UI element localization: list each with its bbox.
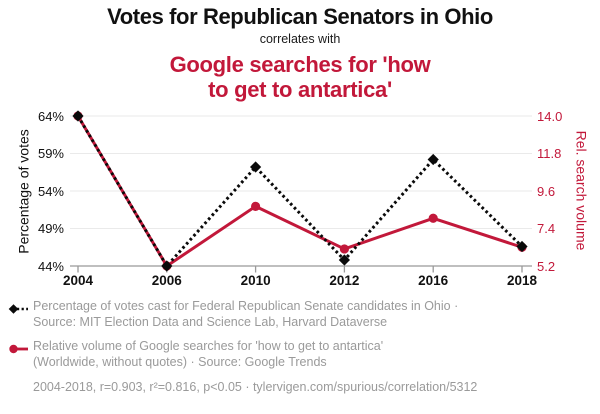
chart-subtitle: Google searches for 'how to get to antar…: [0, 52, 600, 102]
legend-item-searches: Relative volume of Google searches for '…: [8, 339, 592, 370]
stats-footer: 2004-2018, r=0.903, r²=0.816, p<0.05 · t…: [33, 380, 478, 394]
legend-votes-line-1: Percentage of votes cast for Federal Rep…: [33, 299, 459, 313]
legend-votes-line-2: Source: MIT Election Data and Science La…: [33, 314, 388, 329]
x-axis-tick-label: 2004: [62, 273, 94, 288]
left-axis-title: Percentage of votes: [15, 129, 32, 254]
x-axis-tick-label: 2006: [151, 273, 182, 288]
y-axis-right-tick-label: 5.2: [537, 258, 556, 274]
legend-item-votes: Percentage of votes cast for Federal Rep…: [8, 299, 592, 330]
x-axis-tick-label: 2018: [506, 273, 538, 288]
y-axis-right-tick-label: 14.0: [537, 108, 563, 124]
chart-title: Votes for Republican Senators in Ohio: [107, 4, 493, 29]
red-circle-solid-line-icon: [9, 344, 28, 354]
chart-subtitle-line-1: Google searches for 'how: [169, 52, 431, 77]
legend: Percentage of votes cast for Federal Rep…: [8, 299, 592, 396]
black-diamond-dotted-line-icon: [8, 304, 28, 314]
chart-subtitle-line-2: to get to antartica': [208, 77, 392, 102]
y-axis-right-tick-label: 7.4: [537, 221, 556, 236]
y-axis-left-tick-label: 49%: [37, 221, 64, 236]
right-axis-title: Rel. search volume: [573, 130, 590, 251]
x-axis-tick-label: 2016: [418, 273, 449, 288]
legend-searches-line-2: (Worldwide, without quotes) · Source: Go…: [33, 354, 327, 369]
y-axis-left-tick-label: 54%: [37, 183, 64, 199]
y-axis-right-tick-label: 9.6: [537, 183, 556, 199]
correlates-with-label: correlates with: [259, 32, 341, 46]
y-axis-left-tick-label: 64%: [37, 108, 64, 124]
legend-text-votes: Percentage of votes cast for Federal Rep…: [33, 299, 458, 330]
x-axis-tick-label: 2012: [329, 273, 360, 288]
y-axis-left-tick-label: 59%: [37, 146, 64, 161]
y-axis-left-tick-label: 44%: [37, 258, 64, 274]
x-axis-tick-label: 2010: [240, 273, 271, 288]
legend-searches-line-1: Relative volume of Google searches for '…: [33, 339, 384, 353]
plot-area: [70, 110, 532, 273]
y-axis-right-tick-label: 11.8: [537, 146, 562, 161]
legend-text-searches: Relative volume of Google searches for '…: [33, 339, 383, 370]
